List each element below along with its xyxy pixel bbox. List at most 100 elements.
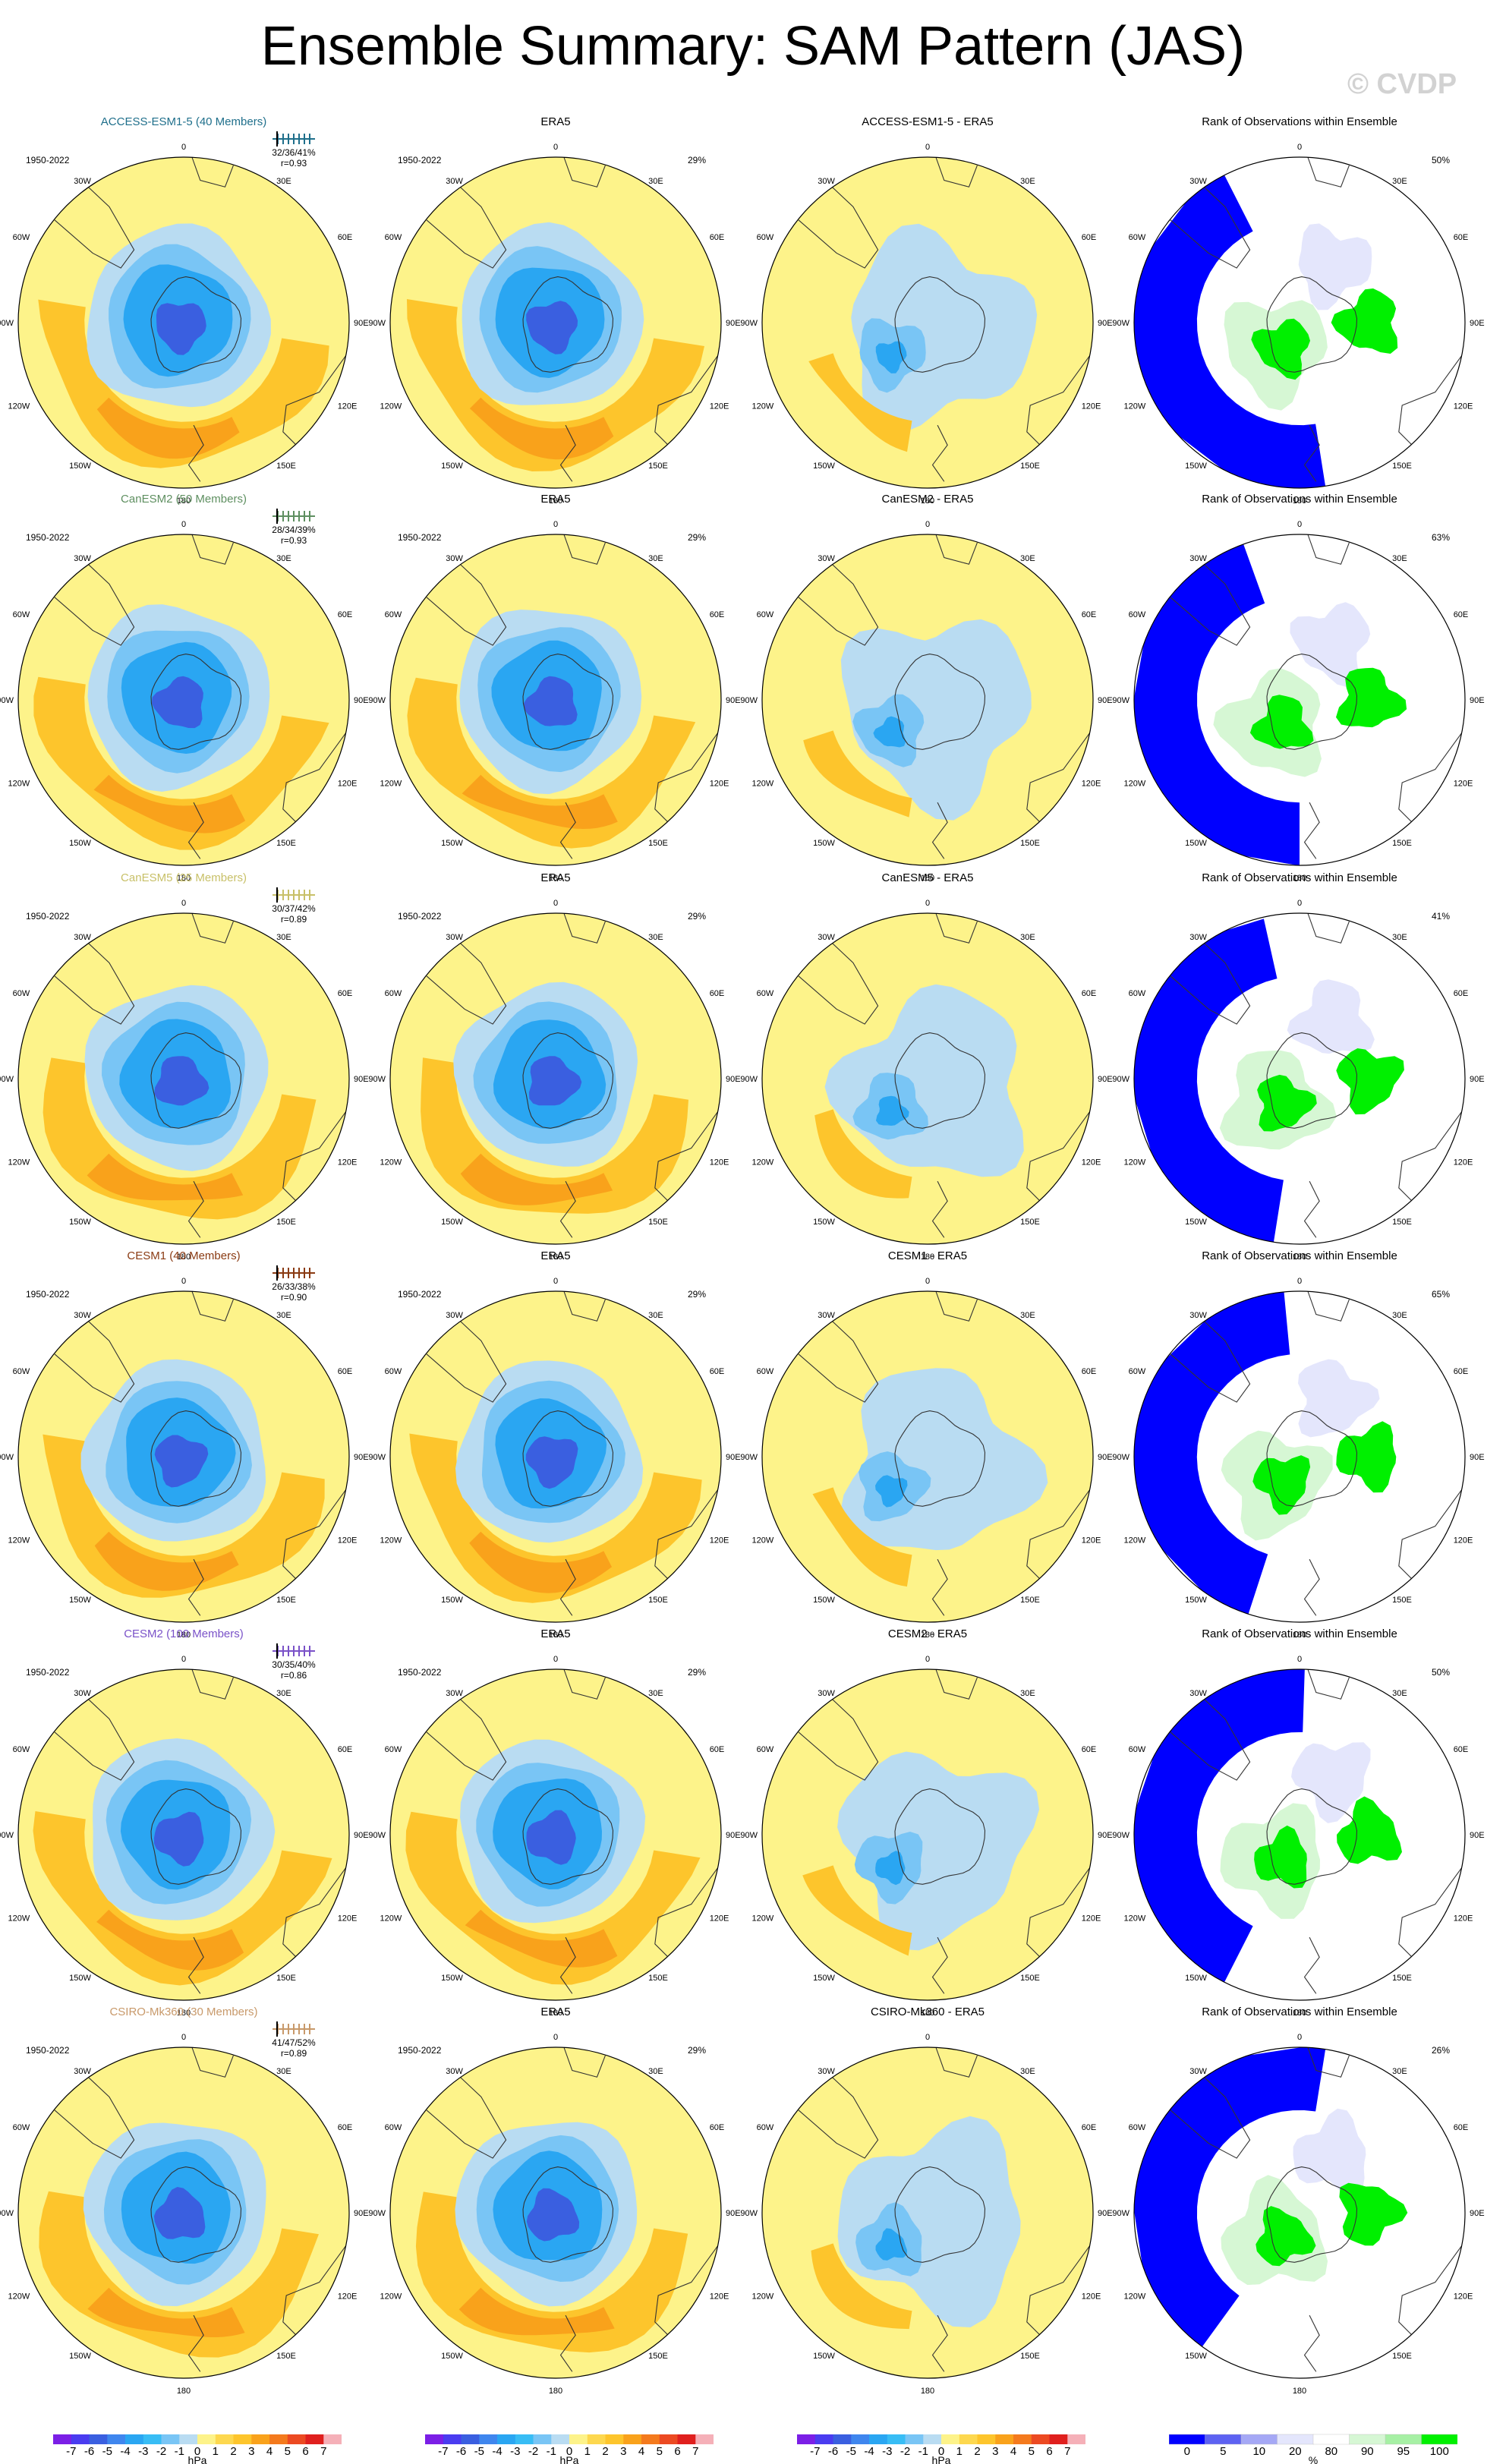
field-layer xyxy=(18,157,349,488)
lon-label-top: 0 xyxy=(181,2033,186,2042)
lon-label-mid-left: 60W xyxy=(13,989,30,998)
diff-positive-region xyxy=(802,1865,912,1956)
lon-label-upper-left: 30W xyxy=(1189,933,1207,942)
lon-label-mid-left: 60W xyxy=(1129,233,1146,242)
lon-label-mid-right: 60E xyxy=(1082,1367,1097,1376)
australia-coastline xyxy=(1026,355,1091,452)
colorbar-swatch xyxy=(569,2434,588,2444)
antarctica-coastline xyxy=(522,1410,614,1507)
lon-label-bottom: 180 xyxy=(921,2387,934,2396)
lon-label-upper-left: 30W xyxy=(446,1311,463,1320)
south-america-coastline xyxy=(54,557,135,646)
lon-label-lower-right: 120E xyxy=(710,1914,729,1923)
panel-2-ensemble_mean: 030W30E60W60E90W90E120W120E150W150E180Ca… xyxy=(0,493,369,883)
lon-label-bottom-right: 150E xyxy=(276,1218,296,1227)
rank-title: Rank of Observations within Ensemble xyxy=(1202,1249,1397,1262)
new-zealand-coastline xyxy=(1303,424,1320,482)
lon-label-bottom-right: 150E xyxy=(1392,1596,1412,1605)
colorbar-tick-label: -1 xyxy=(918,2445,928,2458)
lon-label-mid-right: 60E xyxy=(710,989,725,998)
model-title: CSIRO-Mk360 (30 Members) xyxy=(109,2006,257,2018)
colorbar-swatch xyxy=(197,2434,216,2444)
lon-label-upper-right: 30E xyxy=(276,1311,291,1320)
colorbar-tick-label: -7 xyxy=(438,2445,448,2458)
colorbar-swatch xyxy=(461,2434,480,2444)
rank-very-high-region-east xyxy=(1336,667,1407,728)
antarctica-coastline xyxy=(522,654,614,750)
lon-label-right: 90E xyxy=(354,696,369,705)
lon-label-lower-right: 120E xyxy=(1454,1536,1473,1545)
rank-colorbar-tick-label: 5 xyxy=(1220,2445,1226,2458)
field-layer xyxy=(390,913,721,1244)
rank-colorbar-swatch xyxy=(1312,2434,1350,2445)
colorbar-swatch xyxy=(53,2434,72,2444)
new-zealand-coastline xyxy=(187,1936,204,1994)
period-label: 1950-2022 xyxy=(26,1289,70,1300)
lon-label-mid-right: 60E xyxy=(1454,1745,1469,1754)
lon-label-mid-left: 60W xyxy=(13,1367,30,1376)
negative-anomaly-core xyxy=(153,1811,204,1867)
panel-6-ensemble_mean: 030W30E60W60E90W90E120W120E150W150E180CS… xyxy=(0,2006,369,2396)
colorbar-tick-label: 6 xyxy=(302,2445,308,2458)
colorbar-swatch xyxy=(323,2434,342,2444)
lon-label-bottom-left: 150W xyxy=(813,1974,835,1983)
rank-colorbar-tick-label: 80 xyxy=(1325,2445,1337,2458)
colorbar-swatch xyxy=(851,2434,870,2444)
australia-coastline xyxy=(654,2245,719,2343)
lon-label-bottom-left: 150W xyxy=(1185,1974,1207,1983)
lon-label-top: 0 xyxy=(553,143,558,152)
new-zealand-coastline xyxy=(931,1180,948,1238)
lon-label-bottom: 180 xyxy=(549,1252,562,1262)
map-boundary xyxy=(1133,2047,1466,2379)
australia-coastline xyxy=(282,1867,347,1965)
australia-coastline xyxy=(654,1489,719,1586)
new-zealand-coastline xyxy=(931,424,948,482)
field-layer xyxy=(18,2047,349,2378)
south-america-coastline xyxy=(798,1692,879,1781)
lon-label-top: 0 xyxy=(1297,899,1302,908)
africa-coastline xyxy=(563,1669,606,1700)
field-layer xyxy=(1134,913,1465,1244)
lon-label-bottom-right: 150E xyxy=(648,2352,668,2361)
lon-label-bottom-right: 150E xyxy=(1020,1218,1040,1227)
colorbar-swatch xyxy=(497,2434,516,2444)
lon-label-upper-right: 30E xyxy=(276,177,291,186)
lon-label-mid-right: 60E xyxy=(1454,2123,1469,2132)
lon-label-bottom: 180 xyxy=(177,2387,191,2396)
lon-label-upper-left: 30W xyxy=(74,1689,91,1698)
rank-low-region xyxy=(1134,165,1328,488)
lon-label-lower-left: 120W xyxy=(1124,1914,1146,1923)
colorbar-swatch xyxy=(125,2434,144,2444)
rank-very-high-region xyxy=(1249,695,1314,749)
lon-label-top: 0 xyxy=(553,1277,558,1286)
colorbar-tick-label: 4 xyxy=(266,2445,273,2458)
lon-label-lower-left: 120W xyxy=(380,402,402,411)
africa-coastline xyxy=(191,534,234,565)
lon-label-lower-left: 120W xyxy=(1124,402,1146,411)
lon-label-right: 90E xyxy=(1470,319,1485,328)
lon-label-bottom-left: 150W xyxy=(813,1596,835,1605)
lon-label-left: 90W xyxy=(1112,2209,1130,2218)
lon-label-mid-right: 60E xyxy=(710,233,725,242)
lon-label-bottom-right: 150E xyxy=(276,1974,296,1983)
lon-label-top: 0 xyxy=(925,143,930,152)
colorbar-swatch xyxy=(71,2434,90,2444)
lon-label-bottom-left: 150W xyxy=(1185,839,1207,848)
africa-coastline xyxy=(935,534,978,565)
colorbar-tick-label: 3 xyxy=(620,2445,626,2458)
map-boundary xyxy=(389,156,722,489)
lon-label-top: 0 xyxy=(1297,1655,1302,1664)
colorbar-tick-label: -3 xyxy=(882,2445,892,2458)
new-zealand-coastline xyxy=(1303,1180,1320,1238)
rank-colorbar-tick-label: 100 xyxy=(1430,2445,1449,2458)
lon-label-right: 90E xyxy=(726,1831,741,1840)
new-zealand-coastline xyxy=(931,1558,948,1616)
lon-label-lower-right: 120E xyxy=(1082,402,1101,411)
lon-label-upper-right: 30E xyxy=(1392,1311,1407,1320)
colorbar-swatch xyxy=(107,2434,126,2444)
map-boundary xyxy=(17,2047,350,2379)
rank-low-region xyxy=(1134,1291,1290,1622)
lon-label-right: 90E xyxy=(1470,696,1485,705)
lon-label-mid-right: 60E xyxy=(710,1745,725,1754)
lon-label-upper-right: 30E xyxy=(648,554,663,563)
